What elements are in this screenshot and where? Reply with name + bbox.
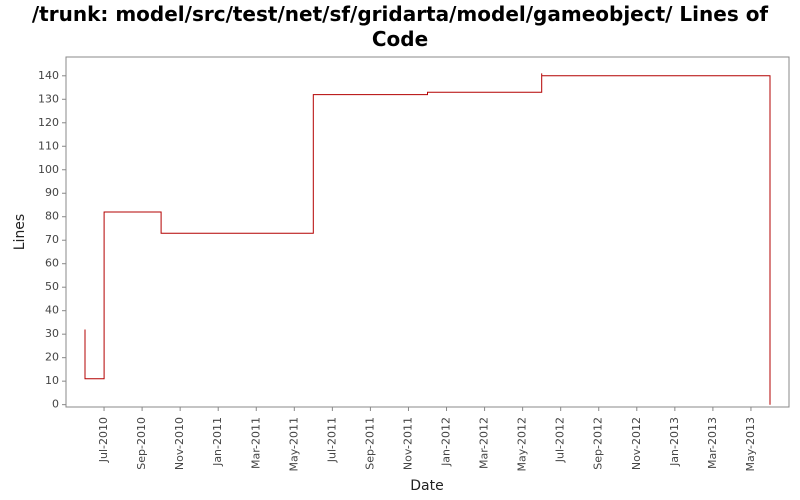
y-tick-label: 90 bbox=[45, 186, 59, 199]
y-tick-label: 40 bbox=[45, 304, 59, 317]
x-tick-label: Nov-2011 bbox=[401, 417, 414, 470]
y-tick-label: 30 bbox=[45, 327, 59, 340]
x-tick-label: Sep-2010 bbox=[135, 417, 148, 470]
y-tick-label: 110 bbox=[38, 139, 59, 152]
y-tick-label: 70 bbox=[45, 233, 59, 246]
x-tick-label: Nov-2012 bbox=[630, 417, 643, 470]
x-axis-label: Date bbox=[410, 478, 443, 494]
y-tick-label: 10 bbox=[45, 374, 59, 387]
x-tick-label: Jan-2012 bbox=[440, 417, 453, 467]
x-tick-label: May-2012 bbox=[516, 417, 529, 472]
x-tick-label: Mar-2011 bbox=[249, 417, 262, 469]
x-tick-label: Nov-2010 bbox=[173, 417, 186, 470]
x-tick-label: Jul-2011 bbox=[325, 417, 338, 463]
y-tick-label: 20 bbox=[45, 351, 59, 364]
x-tick-label: Jan-2013 bbox=[668, 417, 681, 467]
x-tick-label: Sep-2011 bbox=[363, 417, 376, 470]
y-tick-label: 0 bbox=[52, 398, 59, 411]
plot-area bbox=[65, 56, 790, 408]
x-tick-label: Mar-2013 bbox=[706, 417, 719, 469]
x-tick-label: Sep-2012 bbox=[592, 417, 605, 470]
y-tick-label: 130 bbox=[38, 92, 59, 105]
y-tick-label: 60 bbox=[45, 257, 59, 270]
y-tick-label: 80 bbox=[45, 210, 59, 223]
y-tick-label: 50 bbox=[45, 280, 59, 293]
y-tick-label: 140 bbox=[38, 69, 59, 82]
y-axis-label: Lines bbox=[12, 214, 28, 250]
x-tick-label: Mar-2012 bbox=[478, 417, 491, 469]
chart-title: /trunk: model/src/test/net/sf/gridarta/m… bbox=[31, 2, 769, 51]
x-tick-label: Jul-2010 bbox=[97, 417, 110, 463]
y-tick-label: 100 bbox=[38, 163, 59, 176]
x-tick-label: Jan-2011 bbox=[211, 417, 224, 467]
step-line bbox=[84, 73, 771, 405]
x-tick-label: May-2013 bbox=[744, 417, 757, 472]
x-tick-label: Jul-2012 bbox=[554, 417, 567, 463]
y-tick-label: 120 bbox=[38, 116, 59, 129]
x-tick-label: May-2011 bbox=[287, 417, 300, 472]
